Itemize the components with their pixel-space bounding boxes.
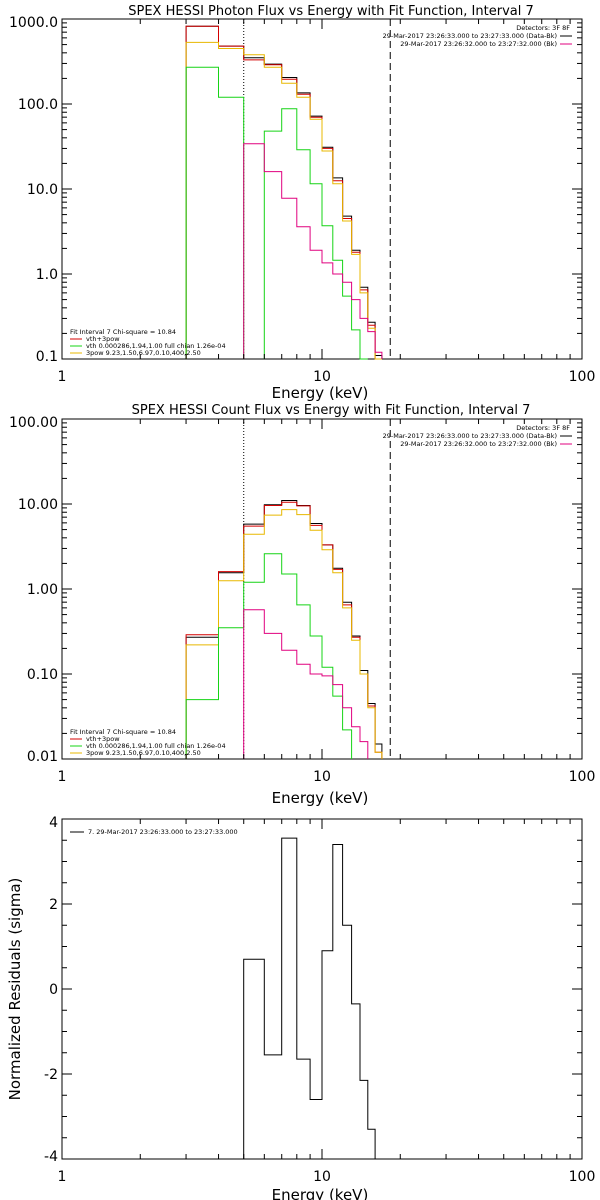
- photon-flux-series-3: [185, 41, 382, 360]
- detectors-label: Detectors: 3F 8F: [516, 424, 570, 432]
- y-tick-label: 0.01: [27, 749, 58, 765]
- photon-flux-detector-legend: Detectors: 3F 8F 29-Mar-2017 23:26:33.00…: [383, 24, 572, 48]
- count-flux-series-2: [185, 501, 383, 759]
- fit-legend-label-3: 3pow 9.23,1.50,6.97,0.10,400,2.50: [86, 749, 201, 757]
- count-flux-xlabel: Energy (keV): [272, 789, 369, 807]
- data-interval-label: 29-Mar-2017 23:26:33.000 to 23:27:33.000…: [383, 32, 557, 40]
- background-interval-label: 29-Mar-2017 23:26:32.000 to 23:27:32.000…: [400, 440, 557, 448]
- x-tick-label: 10: [313, 369, 331, 385]
- residuals-legend-label: 7. 29-Mar-2017 23:26:33.000 to 23:27:33.…: [88, 828, 238, 836]
- count-flux-series-1: [185, 500, 383, 759]
- residuals-legend: 7. 29-Mar-2017 23:26:33.000 to 23:27:33.…: [70, 828, 238, 836]
- x-tick-label: 100: [569, 769, 596, 785]
- fit-legend-label-2: vth 0.000286,1.94,1.00 full chian 1.26e-…: [86, 342, 226, 350]
- photon-flux-title: SPEX HESSI Photon Flux vs Energy with Fi…: [128, 4, 534, 19]
- data-interval-label: 29-Mar-2017 23:26:33.000 to 23:27:33.000…: [383, 432, 557, 440]
- y-tick-label: 2: [49, 897, 58, 913]
- photon-flux-panel: SPEX HESSI Photon Flux vs Energy with Fi…: [9, 4, 595, 402]
- fit-legend-label-1: vth+3pow: [86, 335, 120, 343]
- photon-flux-fit-legend: Fit Interval 7 Chi-square = 10.84 vth+3p…: [70, 328, 226, 357]
- count-flux-detector-legend: Detectors: 3F 8F 29-Mar-2017 23:26:33.00…: [383, 424, 572, 448]
- detectors-label: Detectors: 3F 8F: [516, 24, 570, 32]
- photon-flux-xlabel: Energy (keV): [272, 384, 369, 402]
- fit-legend-header: Fit Interval 7 Chi-square = 10.84: [70, 328, 176, 336]
- residuals-xlabel: Energy (keV): [272, 1186, 369, 1200]
- count-flux-title: SPEX HESSI Count Flux vs Energy with Fit…: [132, 403, 531, 418]
- y-tick-label: 10.00: [18, 497, 58, 513]
- residuals-panel: 1 10 100 4 2 0 -2 -4 7. 29-Mar-2017 23:26:33.00…: [6, 815, 595, 1200]
- fit-legend-header: Fit Interval 7 Chi-square = 10.84: [70, 728, 176, 736]
- y-tick-label: 4: [49, 815, 58, 831]
- y-tick-label: 0: [49, 982, 58, 998]
- photon-flux-series-2: [185, 25, 382, 360]
- photon-flux-series-5: [243, 143, 383, 359]
- x-tick-label: 10: [313, 1169, 331, 1185]
- count-flux-plot-frame: [61, 418, 583, 760]
- x-tick-label: 1: [58, 369, 67, 385]
- x-tick-label: 100: [569, 369, 596, 385]
- y-tick-label: 100.00: [9, 415, 58, 431]
- x-tick-label: 100: [569, 1169, 596, 1185]
- x-tick-label: 1: [58, 1169, 67, 1185]
- y-tick-label: 100.0: [18, 97, 58, 113]
- x-tick-label: 1: [58, 769, 67, 785]
- y-tick-label: 1.00: [27, 582, 58, 598]
- y-tick-label: 1.0: [36, 267, 58, 283]
- count-flux-series-5: [243, 609, 369, 759]
- residuals-ylabel: Normalized Residuals (sigma): [6, 878, 24, 1101]
- y-tick-label: 10.0: [27, 182, 58, 198]
- x-tick-label: 10: [313, 769, 331, 785]
- y-tick-label: 0.1: [36, 349, 58, 365]
- y-tick-label: -2: [44, 1067, 58, 1083]
- count-flux-series-3: [185, 509, 383, 759]
- background-interval-label: 29-Mar-2017 23:26:32.000 to 23:27:32.000…: [400, 40, 557, 48]
- photon-flux-series-4: [185, 66, 368, 360]
- photon-flux-series-1: [185, 25, 383, 359]
- count-flux-panel: SPEX HESSI Count Flux vs Energy with Fit…: [9, 403, 595, 807]
- fit-legend-label-1: vth+3pow: [86, 735, 120, 743]
- y-tick-label: 1000.0: [9, 15, 58, 31]
- fit-legend-label-3: 3pow 9.23,1.50,6.97,0.10,400,2.50: [86, 349, 201, 357]
- residuals-series-1: [243, 837, 389, 1160]
- fit-legend-label-2: vth 0.000286,1.94,1.00 full chian 1.26e-…: [86, 742, 226, 750]
- count-flux-fit-legend: Fit Interval 7 Chi-square = 10.84 vth+3p…: [70, 728, 226, 757]
- y-tick-label: -4: [44, 1149, 58, 1165]
- y-tick-label: 0.10: [27, 667, 58, 683]
- count-flux-series-4: [185, 553, 353, 759]
